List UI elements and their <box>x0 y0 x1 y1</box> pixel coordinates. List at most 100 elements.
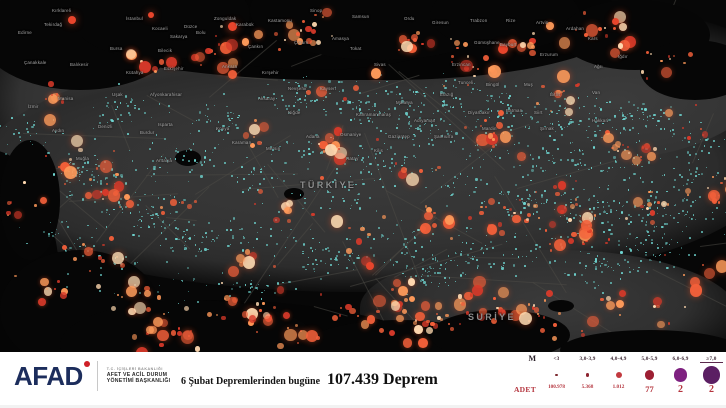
quake-dot-event <box>396 300 404 308</box>
quake-dot-micro <box>682 199 685 202</box>
quake-dot-micro <box>20 140 22 142</box>
quake-dot-micro <box>586 130 588 132</box>
quake-dot-micro <box>366 236 369 239</box>
quake-dot-micro <box>540 195 543 198</box>
quake-dot-micro <box>420 280 423 283</box>
quake-dot-micro <box>232 283 234 286</box>
quake-dot-event <box>473 75 476 78</box>
quake-dot-micro <box>385 90 387 92</box>
quake-dot-event <box>287 219 291 223</box>
afad-logo-block[interactable]: AFAD T.C. İÇİŞLERİ BAKANLIĞI AFET VE ACİ… <box>14 361 170 391</box>
quake-dot-micro <box>315 259 318 262</box>
quake-dot-micro <box>403 162 406 165</box>
quake-dot-micro <box>442 174 444 176</box>
quake-dot-micro <box>254 169 256 171</box>
quake-dot-micro <box>594 112 596 114</box>
quake-dot-micro <box>247 189 250 191</box>
quake-dot-micro <box>490 110 493 112</box>
quake-dot-micro <box>534 248 538 251</box>
quake-dot-micro <box>619 202 621 204</box>
afad-wordmark-text: AFAD <box>14 361 83 391</box>
quake-dot-micro <box>494 144 498 147</box>
quake-dot-micro <box>368 119 371 122</box>
quake-dot-micro <box>248 186 252 190</box>
quake-dot-micro <box>95 163 97 166</box>
magnitude-legend: M <3 3,0-3,9 4,0-4,9 5,0-5,9 6,0-6,9 ≥7,0 ADE… <box>498 352 726 408</box>
quake-dot-micro <box>364 102 367 105</box>
quake-dot-event <box>40 277 49 286</box>
quake-dot-micro <box>405 264 409 268</box>
quake-dot-micro <box>0 125 1 127</box>
quake-dot-event <box>549 110 552 113</box>
quake-dot-event <box>139 61 152 74</box>
quake-dot-micro <box>393 164 396 167</box>
quake-dot-micro <box>417 127 419 129</box>
quake-dot-micro <box>617 239 620 242</box>
quake-dot-event <box>165 57 177 68</box>
quake-dot-micro <box>311 99 314 102</box>
quake-dot-micro <box>184 240 187 243</box>
quake-dot-micro <box>610 232 613 236</box>
quake-dot-event <box>404 298 409 303</box>
quake-dot-micro <box>588 252 590 254</box>
quake-dot-micro <box>558 124 561 127</box>
quake-dot-micro <box>554 260 556 262</box>
quake-dot-micro <box>654 196 658 199</box>
quake-dot-micro <box>692 215 694 217</box>
quake-dot-micro <box>687 151 690 154</box>
quake-dot-micro <box>446 184 449 187</box>
quake-dot-micro <box>697 173 700 176</box>
quake-dot-micro <box>157 290 160 293</box>
quake-dot-micro <box>681 140 683 142</box>
quake-dot-micro <box>140 220 143 222</box>
quake-dot-micro <box>644 254 647 257</box>
quake-dot-event <box>524 218 529 224</box>
quake-dot-micro <box>367 108 370 111</box>
quake-dot-micro <box>92 176 95 179</box>
quake-dot-micro <box>656 207 659 209</box>
quake-dot-micro <box>267 96 269 99</box>
quake-dot-micro <box>361 156 364 159</box>
quake-dot-micro <box>425 284 427 287</box>
quake-dot-event <box>414 325 423 334</box>
quake-dot-micro <box>130 97 133 100</box>
quake-dot-micro <box>113 208 115 211</box>
quake-dot-micro <box>32 123 36 126</box>
quake-dot-event <box>110 305 117 312</box>
quake-dot-micro <box>554 162 556 164</box>
quake-dot-micro <box>117 118 120 121</box>
quake-dot-micro <box>109 118 112 121</box>
quake-dot-micro <box>442 104 445 107</box>
quake-dot-micro <box>556 173 558 175</box>
quake-dot-micro <box>654 255 657 257</box>
quake-dot-micro <box>594 105 596 107</box>
quake-dot-micro <box>262 178 265 181</box>
quake-dot-micro <box>603 170 605 172</box>
quake-dot-micro <box>578 204 581 207</box>
quake-dot-micro <box>606 212 609 215</box>
quake-dot-event <box>687 136 691 141</box>
quake-dot-micro <box>343 199 345 202</box>
quake-dot-event <box>664 109 673 118</box>
quake-dot-micro <box>682 209 685 212</box>
quake-dot-micro <box>176 150 179 153</box>
earthquake-density-map[interactable]: Kırklareli Tekirdağ Edirne İstanbul Kocaeli S… <box>0 0 726 352</box>
quake-dot-micro <box>563 192 566 195</box>
quake-dot-micro <box>566 126 568 128</box>
quake-dot-micro <box>620 166 622 168</box>
quake-dot-micro <box>113 262 116 265</box>
quake-dot-event <box>581 332 586 337</box>
quake-dot-micro <box>650 194 653 197</box>
quake-dot-micro <box>260 297 263 300</box>
quake-dot-micro <box>367 156 370 158</box>
ministry-text-block: T.C. İÇİŞLERİ BAKANLIĞI AFET VE ACİL DUR… <box>107 367 171 384</box>
quake-dot-event <box>660 200 667 207</box>
quake-dot-micro <box>639 260 643 263</box>
quake-dot-micro <box>455 86 457 89</box>
quake-dot-event <box>627 145 630 148</box>
quake-dot-micro <box>155 212 158 216</box>
quake-dot-event <box>312 22 317 27</box>
quake-dot-event <box>606 295 612 301</box>
quake-dot-micro <box>673 168 675 170</box>
